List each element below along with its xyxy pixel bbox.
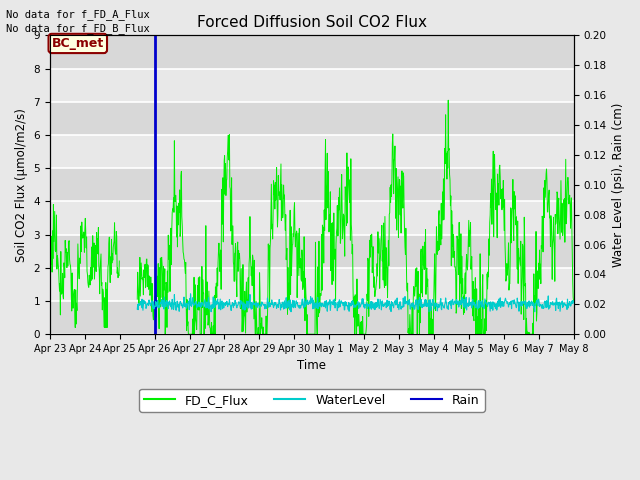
Bar (50, 201, 573, 235)
Y-axis label: Soil CO2 Flux (μmol/m2/s): Soil CO2 Flux (μmol/m2/s) (15, 108, 28, 262)
X-axis label: Time: Time (297, 360, 326, 372)
Text: BC_met: BC_met (52, 37, 104, 50)
Title: Forced Diffusion Soil CO2 Flux: Forced Diffusion Soil CO2 Flux (196, 15, 427, 30)
Text: No data for f_FD_B_Flux: No data for f_FD_B_Flux (6, 23, 150, 34)
Bar (50, 36, 573, 69)
Text: No data for f_FD_A_Flux: No data for f_FD_A_Flux (6, 9, 150, 20)
Bar (50, 69, 573, 102)
Bar (50, 168, 573, 201)
Bar (50, 102, 573, 135)
Legend: FD_C_Flux, WaterLevel, Rain: FD_C_Flux, WaterLevel, Rain (139, 389, 484, 411)
Bar (50, 235, 573, 268)
Y-axis label: Water Level (psi), Rain (cm): Water Level (psi), Rain (cm) (612, 103, 625, 267)
Bar (50, 301, 573, 334)
Bar (50, 268, 573, 301)
Bar (50, 135, 573, 168)
